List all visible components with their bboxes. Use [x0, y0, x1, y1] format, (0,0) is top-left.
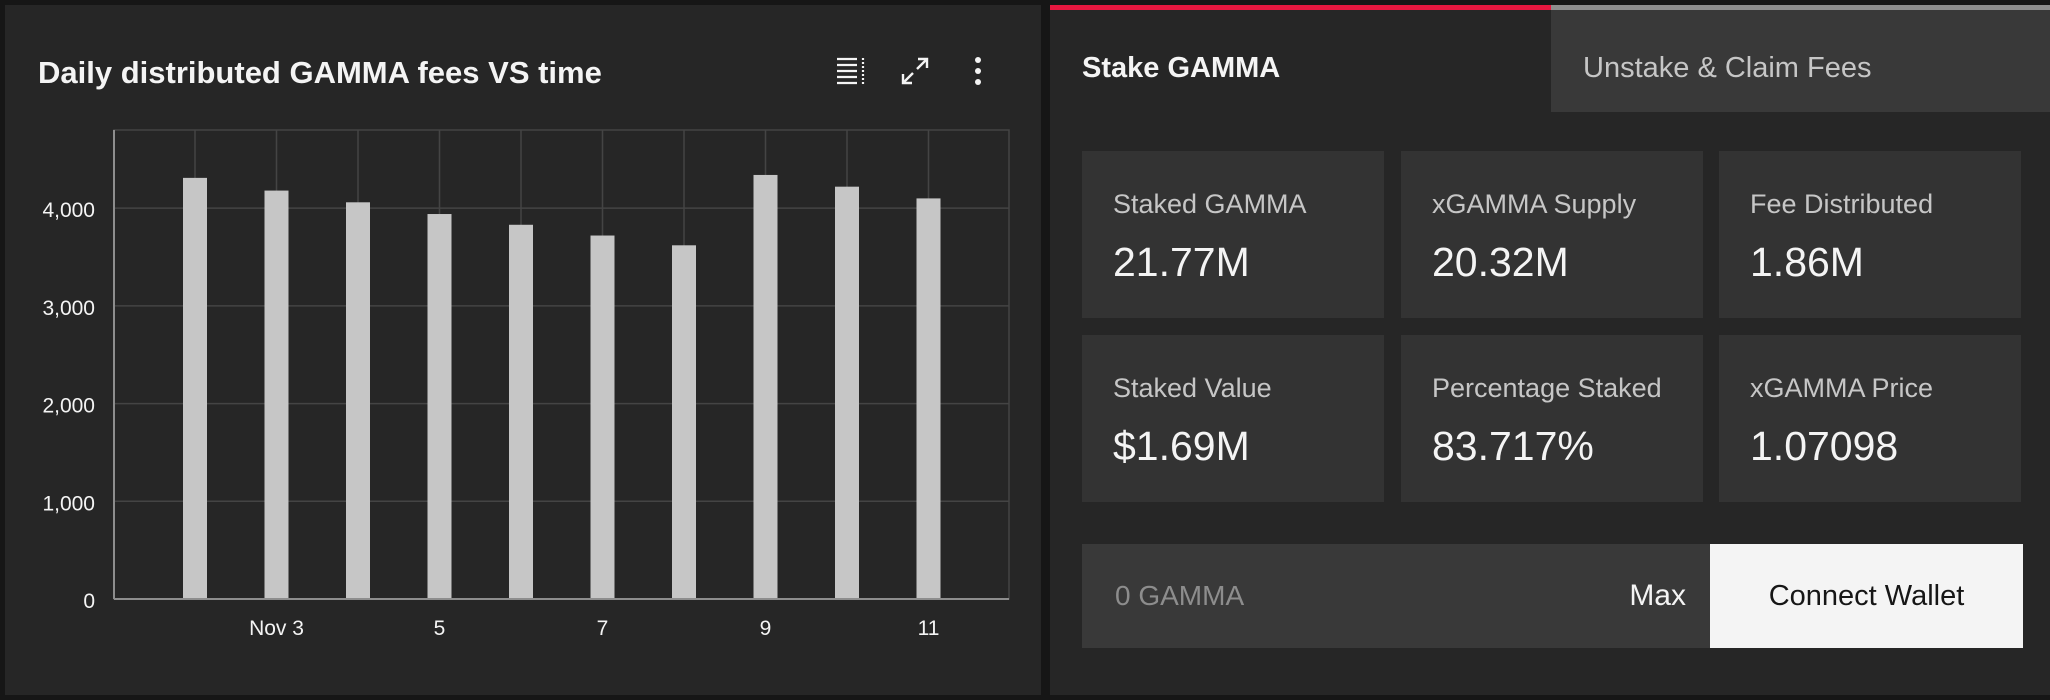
y-tick-label: 3,000 — [42, 297, 95, 320]
bar[interactable] — [264, 190, 289, 599]
stat-label: Staked Value — [1113, 373, 1272, 403]
table-view-icon[interactable] — [831, 51, 871, 91]
bar[interactable] — [509, 224, 533, 599]
chart-grid — [113, 129, 1010, 600]
fees-chart-panel: Daily distributed GAMMA fees VS time 0 1,… — [5, 5, 1041, 695]
max-button[interactable]: Max — [1629, 579, 1686, 612]
y-tick-label: 1,000 — [42, 492, 95, 515]
bar[interactable] — [346, 202, 370, 599]
stat-fee-distributed: Fee Distributed 1.86M — [1719, 151, 2021, 318]
y-tick-label: 2,000 — [42, 395, 95, 418]
bar[interactable] — [753, 174, 778, 599]
tab-unstake-claim-fees[interactable]: Unstake & Claim Fees — [1551, 5, 2050, 112]
bar[interactable] — [183, 177, 207, 600]
stat-value: 1.86M — [1750, 239, 1864, 285]
stat-label: Staked GAMMA — [1113, 189, 1307, 219]
connect-wallet-button[interactable]: Connect Wallet — [1710, 544, 2023, 648]
stake-tabs: Stake GAMMA Unstake & Claim Fees — [1050, 5, 2050, 112]
stat-label: Percentage Staked — [1432, 373, 1662, 403]
stake-panel: Stake GAMMA Unstake & Claim Fees Staked … — [1050, 5, 2050, 695]
stat-value: 83.717% — [1432, 423, 1594, 469]
stat-value: $1.69M — [1113, 423, 1250, 469]
bar[interactable] — [590, 235, 615, 599]
bar[interactable] — [427, 214, 452, 599]
overflow-menu-icon[interactable] — [958, 51, 998, 91]
stat-staked-value: Staked Value $1.69M — [1082, 335, 1384, 502]
stat-label: Fee Distributed — [1750, 189, 1934, 219]
stake-amount-input[interactable] — [1082, 544, 1602, 648]
stat-value: 1.07098 — [1750, 423, 1899, 469]
chart-axes: 0 1,000 2,000 3,000 4,000 Nov 3 5 7 9 11 — [42, 130, 1009, 640]
y-tick-label: 0 — [83, 590, 95, 613]
stat-value: 21.77M — [1113, 239, 1250, 285]
chart-title: Daily distributed GAMMA fees VS time — [38, 55, 602, 90]
x-tick-label: 9 — [760, 617, 772, 640]
bar[interactable] — [835, 186, 859, 599]
tab-stake-gamma[interactable]: Stake GAMMA — [1050, 5, 1551, 112]
maximize-icon[interactable] — [895, 51, 935, 91]
stat-value: 20.32M — [1432, 239, 1569, 285]
stat-label: xGAMMA Supply — [1432, 189, 1637, 219]
stat-percentage-staked: Percentage Staked 83.717% — [1401, 335, 1703, 502]
bar[interactable] — [672, 245, 696, 599]
stat-xgamma-price: xGAMMA Price 1.07098 — [1719, 335, 2021, 502]
x-tick-label: 11 — [918, 617, 940, 640]
plot-border — [113, 129, 1010, 600]
bar[interactable] — [916, 198, 941, 600]
stat-staked-gamma: Staked GAMMA 21.77M — [1082, 151, 1384, 318]
stat-label: xGAMMA Price — [1750, 373, 1934, 403]
x-tick-label: Nov 3 — [249, 617, 304, 640]
y-tick-label: 4,000 — [42, 199, 95, 222]
stake-amount-field: Max — [1082, 544, 1710, 648]
x-tick-label: 7 — [597, 617, 609, 640]
x-tick-label: 5 — [434, 617, 446, 640]
chart-bars — [183, 174, 941, 600]
stat-xgamma-supply: xGAMMA Supply 20.32M — [1401, 151, 1703, 318]
bar-chart: 0 1,000 2,000 3,000 4,000 Nov 3 5 7 9 11 — [42, 129, 1010, 640]
